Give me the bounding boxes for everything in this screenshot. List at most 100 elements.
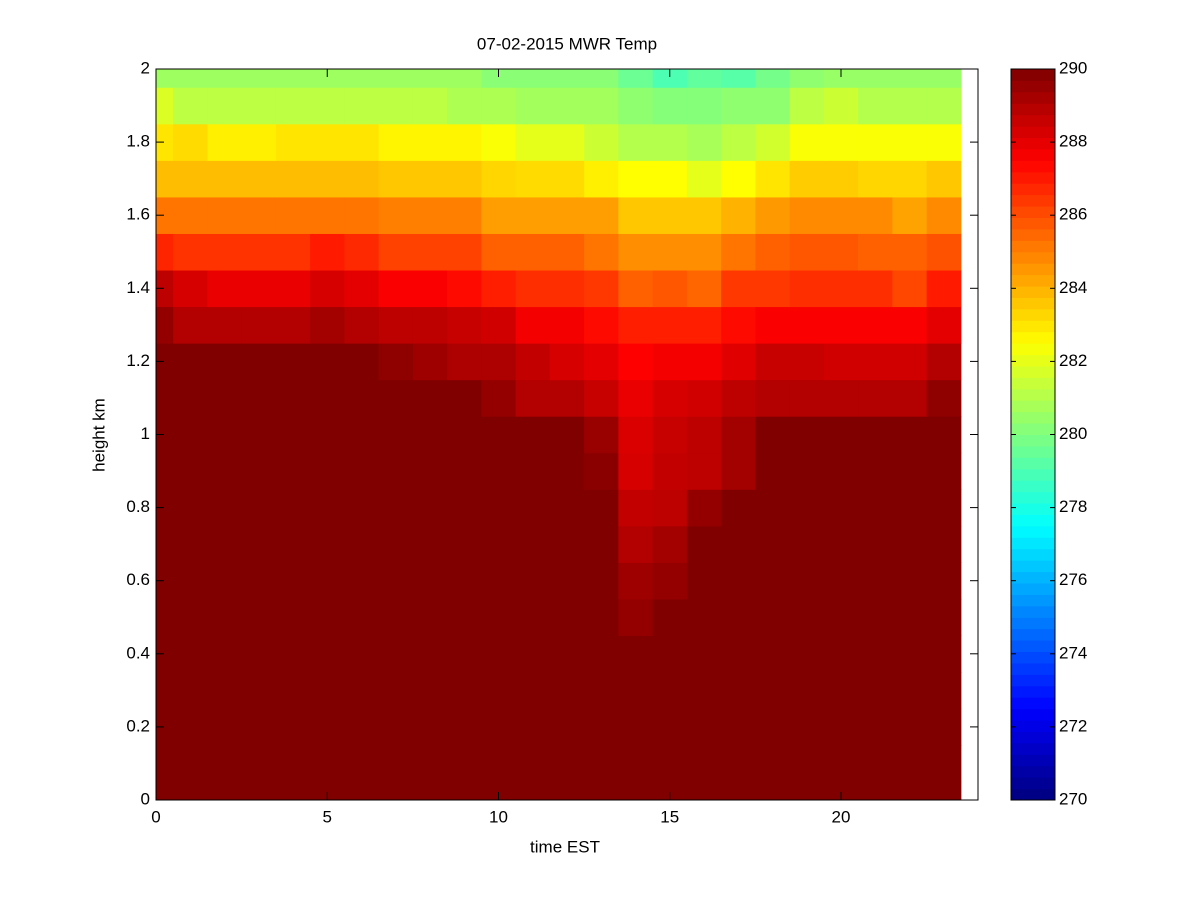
heatmap-cell xyxy=(481,379,517,417)
heatmap-cell xyxy=(275,562,311,600)
heatmap-cell xyxy=(721,379,756,417)
heatmap-cell xyxy=(892,69,928,88)
heatmap-cell xyxy=(447,745,482,783)
heatmap-cell xyxy=(686,781,722,801)
y-tick-label: 1.6 xyxy=(126,205,150,224)
heatmap-cell xyxy=(549,562,585,600)
heatmap-cell xyxy=(892,635,928,673)
heatmap-cell xyxy=(344,635,380,673)
heatmap-cell xyxy=(156,416,174,454)
heatmap-cell xyxy=(892,270,928,308)
y-tick-label: 1.4 xyxy=(126,278,150,297)
heatmap-cell xyxy=(275,525,311,563)
heatmap-cell xyxy=(241,489,277,527)
heatmap-cell xyxy=(241,123,277,161)
colorbar-swatch xyxy=(1011,640,1055,653)
heatmap-cell xyxy=(755,416,791,454)
heatmap-cell xyxy=(926,270,962,308)
heatmap-cell xyxy=(481,452,517,490)
x-tick-label: 5 xyxy=(323,807,332,826)
heatmap-cell xyxy=(344,270,380,308)
heatmap-cell xyxy=(310,123,345,161)
heatmap-cell xyxy=(241,525,277,563)
colorbar-tick-label: 282 xyxy=(1059,351,1087,370)
heatmap-cell xyxy=(310,160,345,198)
heatmap-cell xyxy=(823,489,859,527)
colorbar-swatch xyxy=(1011,251,1055,264)
heatmap-cell xyxy=(275,123,311,161)
heatmap-cell xyxy=(926,562,962,600)
x-tick-label: 0 xyxy=(151,807,160,826)
colorbar-swatch xyxy=(1011,742,1055,755)
heatmap-cell xyxy=(156,343,174,381)
heatmap-cell xyxy=(412,306,448,344)
heatmap-cell xyxy=(207,196,243,234)
heatmap-cell xyxy=(447,672,482,710)
heatmap-cell xyxy=(447,635,482,673)
colorbar-swatch xyxy=(1011,662,1055,675)
colorbar-swatch xyxy=(1011,777,1055,790)
heatmap-cell xyxy=(618,69,654,88)
heatmap-cell xyxy=(549,745,585,783)
colorbar-swatch xyxy=(1011,194,1055,207)
heatmap-cell xyxy=(310,635,345,673)
heatmap-cell xyxy=(721,306,756,344)
heatmap-cell xyxy=(275,379,311,417)
heatmap-cell xyxy=(412,672,448,710)
heatmap-cell xyxy=(378,598,414,637)
colorbar-swatch xyxy=(1011,263,1055,276)
colorbar-swatch xyxy=(1011,126,1055,139)
heatmap-cell xyxy=(584,69,619,88)
heatmap-cell xyxy=(515,672,551,710)
heatmap-cell xyxy=(652,672,688,710)
heatmap-cell xyxy=(173,69,208,88)
heatmap-cell xyxy=(515,416,551,454)
colorbar-swatch xyxy=(1011,331,1055,344)
heatmap-cell xyxy=(892,87,928,125)
heatmap-cell xyxy=(618,489,654,527)
heatmap-cell xyxy=(755,781,791,801)
heatmap-cell xyxy=(755,196,791,234)
heatmap-cell xyxy=(515,598,551,637)
heatmap-cell xyxy=(207,635,243,673)
colorbar-swatch xyxy=(1011,411,1055,424)
heatmap-cell xyxy=(481,196,517,234)
heatmap-cell xyxy=(721,160,756,198)
heatmap-cell xyxy=(275,270,311,308)
heatmap-cell xyxy=(310,196,345,234)
heatmap-cell xyxy=(173,379,208,417)
heatmap-cell xyxy=(823,343,859,381)
heatmap-cell xyxy=(789,452,825,490)
heatmap-cell xyxy=(584,525,619,563)
heatmap-cell xyxy=(858,452,893,490)
colorbar-swatch xyxy=(1011,297,1055,310)
heatmap-cell xyxy=(858,562,893,600)
heatmap-cell xyxy=(310,562,345,600)
heatmap-cell xyxy=(207,562,243,600)
heatmap-cell xyxy=(447,87,482,125)
heatmap-cell xyxy=(173,343,208,381)
heatmap-cell xyxy=(789,270,825,308)
heatmap-cell xyxy=(823,379,859,417)
heatmap-cell xyxy=(858,87,893,125)
heatmap-cell xyxy=(481,525,517,563)
heatmap-cell xyxy=(618,196,654,234)
heatmap-cell xyxy=(481,562,517,600)
heatmap-cell xyxy=(515,306,551,344)
heatmap-cell xyxy=(173,489,208,527)
heatmap-cell xyxy=(310,452,345,490)
heatmap-cell xyxy=(412,745,448,783)
heatmap-cell xyxy=(721,745,756,783)
heatmap-cell xyxy=(721,525,756,563)
heatmap-cell xyxy=(207,306,243,344)
heatmap-cell xyxy=(755,87,791,125)
heatmap-cell xyxy=(173,745,208,783)
heatmap-cell xyxy=(378,489,414,527)
heatmap-cell xyxy=(721,598,756,637)
heatmap-cell xyxy=(584,489,619,527)
colorbar-swatch xyxy=(1011,217,1055,230)
heatmap-cell xyxy=(926,672,962,710)
heatmap-cell xyxy=(156,379,174,417)
heatmap-cell xyxy=(275,343,311,381)
heatmap-cell xyxy=(789,416,825,454)
